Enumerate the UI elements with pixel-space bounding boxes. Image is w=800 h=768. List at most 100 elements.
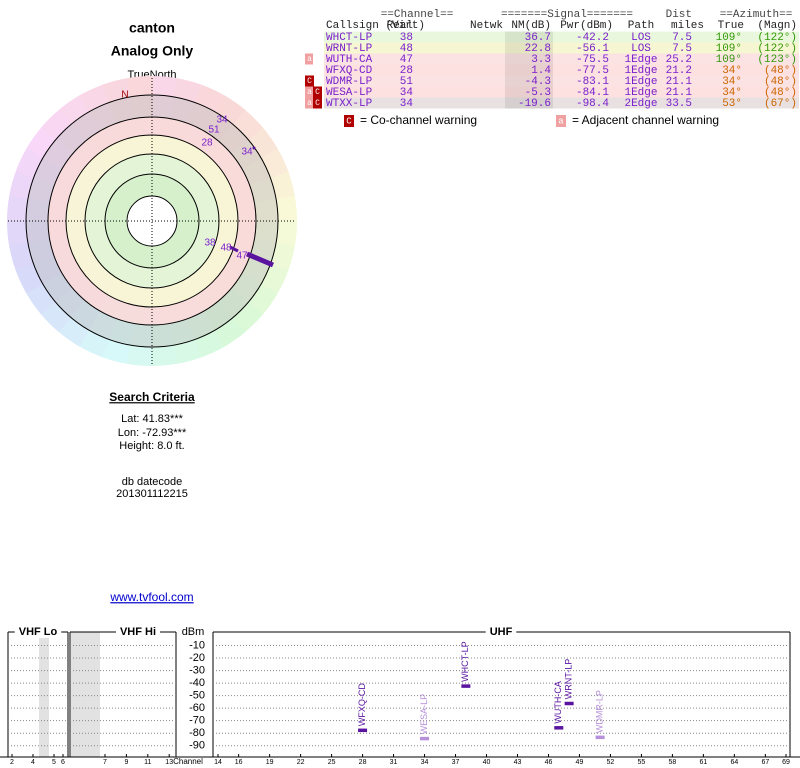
polar-channel-label: 47: [236, 251, 248, 262]
datecode: 201301112215: [116, 488, 188, 500]
x-tick-label: 61: [699, 759, 707, 766]
location-name: canton: [129, 20, 175, 36]
table-cell: 28: [400, 65, 413, 77]
spectrum-chart: VHF Lo VHF Hi UHFdBm-10-20-30-40-50-60-70-…: [0, 626, 800, 766]
x-tick-label: 52: [607, 759, 615, 766]
band-label-bg: [115, 626, 161, 638]
table-cell: 34°: [722, 87, 742, 99]
table-cell: -77.5: [576, 65, 609, 77]
y-tick-label: -60: [189, 702, 205, 714]
nm-shade: [505, 31, 553, 43]
row-background: [324, 75, 799, 87]
signal-mark: [461, 684, 471, 688]
table-cell: 1Edge: [624, 87, 657, 99]
x-tick-label: 34: [421, 759, 429, 766]
search-lon: Lon: -72.93***: [118, 427, 187, 439]
table-cell: 34°: [722, 76, 742, 88]
table-cell: 109°: [716, 32, 742, 44]
row-background: [324, 97, 799, 109]
table-cell: WUTH-CA: [326, 54, 373, 66]
site-link[interactable]: www.tvfool.com: [109, 590, 193, 604]
table-cell: 1Edge: [624, 76, 657, 88]
adjacent-icon: [556, 115, 566, 127]
y-tick-label: -10: [189, 639, 205, 651]
signal-mark: [564, 701, 574, 706]
nm-shade: [505, 64, 553, 76]
y-tick-label: -20: [189, 652, 205, 664]
column-header: Path: [628, 20, 654, 32]
table-cell: -19.6: [518, 98, 551, 110]
y-tick-label: -70: [189, 715, 205, 727]
x-tick-label: 25: [328, 759, 336, 766]
table-cell: WDMR-LP: [326, 76, 373, 88]
legend-icon-text: a: [558, 116, 564, 126]
table-cell: LOS: [631, 32, 651, 44]
signal-label: WUTH-CA: [553, 681, 563, 724]
station-bar: [229, 245, 239, 253]
table-cell: (48°): [764, 65, 797, 77]
table-cell: WHCT-LP: [326, 32, 373, 44]
x-tick-label: 11: [144, 759, 151, 766]
table-cell: -84.1: [576, 87, 609, 99]
x-tick-label: 22: [297, 759, 305, 766]
signal-mark: [358, 728, 368, 733]
band-label-bg: [14, 626, 62, 638]
signal-label: WESA-LP: [419, 694, 429, 735]
polar-channel-label: 51: [208, 125, 220, 136]
x-tick-label: 58: [669, 759, 677, 766]
column-header: Pwr(dBm): [560, 20, 613, 32]
table-cell: 34: [400, 98, 414, 110]
adjacent-icon: [305, 53, 313, 65]
y-tick-label: -30: [189, 664, 205, 676]
x-tick-label: 14: [214, 759, 222, 766]
column-header: (Magn): [757, 20, 797, 32]
adjacent-icon: [305, 97, 313, 109]
x-tick-label: 55: [638, 759, 646, 766]
y-axis-label: dBm: [182, 626, 205, 638]
signal-mark: [554, 726, 564, 730]
table-cell: 21.1: [666, 87, 693, 99]
table-cell: -42.2: [576, 32, 609, 44]
x-axis-label: Channel: [173, 757, 203, 766]
table-cell: 34°: [722, 65, 742, 77]
signal-label: WFXQ-CD: [357, 683, 367, 726]
nm-shade: [505, 53, 553, 65]
column-header: Netwk: [470, 20, 503, 32]
polar-channel-label: 48: [220, 243, 232, 254]
table-cell: 53°: [722, 98, 742, 110]
x-tick-label: 2: [10, 759, 14, 766]
table-cell: 22.8: [525, 43, 551, 55]
band-label: VHF Lo: [19, 626, 58, 638]
x-tick-label: 16: [235, 759, 243, 766]
group-header: =======Signal=======: [501, 9, 633, 21]
warning-letter: C: [315, 99, 320, 108]
signal-label: WHCT-LP: [460, 641, 470, 682]
table-cell: 36.7: [525, 32, 551, 44]
station-dot: [252, 146, 256, 150]
band-label: UHF: [490, 626, 513, 638]
x-tick-label: 37: [452, 759, 460, 766]
column-header: NM(dB): [511, 20, 551, 32]
table-cell: WESA-LP: [326, 87, 373, 99]
co-channel-icon: [305, 75, 314, 87]
row-background: [324, 86, 799, 98]
table-cell: -75.5: [576, 54, 609, 66]
table-cell: 1.4: [531, 65, 551, 77]
table-cell: 33.5: [666, 98, 692, 110]
table-cell: WRNT-LP: [326, 43, 373, 55]
table-cell: (48°): [764, 87, 797, 99]
signal-label: WDMR-LP: [594, 690, 604, 733]
row-background: [324, 53, 799, 65]
table-cell: (67°): [764, 98, 797, 110]
table-cell: -4.3: [525, 76, 551, 88]
adjacent-icon: [305, 86, 313, 98]
warning-letter: C: [315, 88, 320, 97]
x-tick-label: 46: [545, 759, 553, 766]
x-tick-label: 5: [52, 759, 56, 766]
x-tick-label: 6: [61, 759, 65, 766]
x-tick-label: 7: [103, 759, 107, 766]
warning-letter: a: [307, 55, 312, 64]
polar-channel-label: 34: [241, 147, 253, 158]
co-channel-icon: [313, 86, 322, 98]
table-cell: 51: [400, 76, 414, 88]
